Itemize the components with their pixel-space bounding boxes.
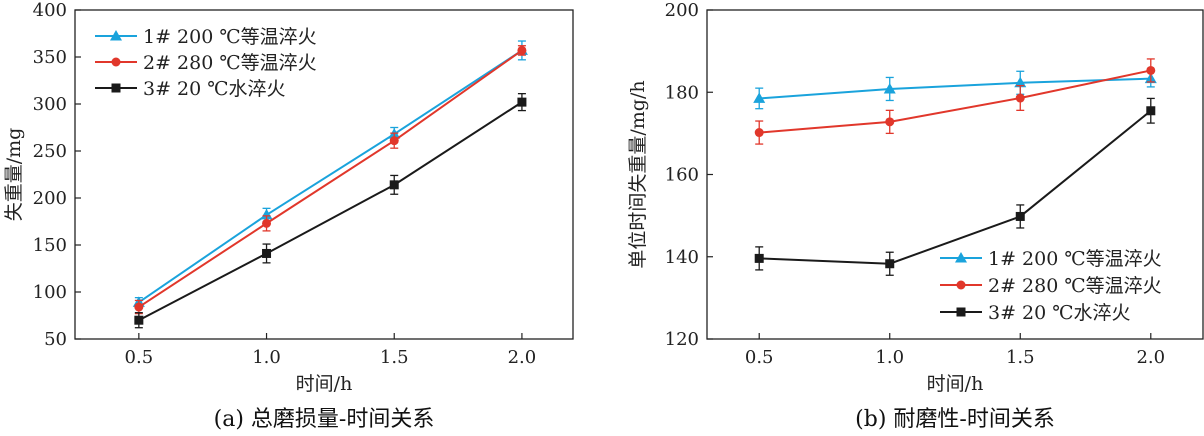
data-point <box>262 218 272 228</box>
data-point <box>1015 211 1025 221</box>
legend-label: 1# 200 ℃等温淬火 <box>988 248 1162 270</box>
data-point <box>389 180 399 190</box>
x-tick-label: 2.0 <box>508 347 537 368</box>
y-tick-label: 200 <box>665 0 699 21</box>
series-2 <box>754 58 1156 145</box>
data-point <box>753 92 766 103</box>
series-2 <box>134 45 527 315</box>
series-line <box>759 77 1151 100</box>
chart-panel-b: 120 140 160 180 200 0.5 1.0 1.5 2.0 时间/h 单位时间失重量/m… <box>627 0 1204 432</box>
data-point <box>260 208 273 220</box>
y-tick-label: 180 <box>665 82 699 103</box>
y-tick-label: 150 <box>33 235 67 256</box>
series-line <box>759 69 1151 134</box>
legend-label: 2# 280 ℃等温淬火 <box>988 275 1162 297</box>
legend: 1# 200 ℃等温淬火 2# 280 ℃等温淬火 3# 20 ℃水淬火 <box>95 26 317 100</box>
series-3 <box>754 97 1156 276</box>
data-point <box>885 117 895 127</box>
series-line <box>138 49 523 308</box>
y-tick-label: 140 <box>665 247 699 268</box>
x-tick-label: 2.0 <box>1136 347 1165 368</box>
x-axis-title: 时间/h <box>927 373 984 395</box>
series-line <box>138 101 523 322</box>
y-tick-label: 50 <box>44 329 67 350</box>
x-tick-label: 1.5 <box>1006 347 1035 368</box>
x-tick-label: 0.5 <box>125 347 154 368</box>
x-tick-label: 0.5 <box>745 347 774 368</box>
y-axis-title: 失重量/mg <box>3 128 25 222</box>
series-line <box>759 109 1152 265</box>
legend-marker <box>110 30 122 41</box>
data-point <box>517 45 527 55</box>
x-tick-label: 1.0 <box>252 347 281 368</box>
legend-marker <box>111 57 121 67</box>
data-point <box>883 82 896 94</box>
series-3 <box>134 93 527 329</box>
x-tick-label: 1.5 <box>380 347 409 368</box>
data-point <box>754 253 764 263</box>
series-line <box>138 49 523 304</box>
data-point <box>389 136 399 146</box>
x-axis-title: 时间/h <box>296 373 353 395</box>
data-point <box>885 259 895 269</box>
data-point <box>517 97 527 107</box>
y-tick-label: 400 <box>33 0 67 21</box>
x-tick-label: 1.0 <box>875 347 904 368</box>
legend-marker <box>111 83 121 93</box>
data-point <box>262 248 272 258</box>
y-tick-label: 350 <box>33 47 67 68</box>
chart-caption: (a) 总磨损量-时间关系 <box>214 407 435 432</box>
y-tick-label: 120 <box>665 329 699 350</box>
legend-marker <box>955 252 967 263</box>
legend-label: 1# 200 ℃等温淬火 <box>143 26 317 48</box>
legend-label: 3# 20 ℃水淬火 <box>988 302 1131 324</box>
y-tick-label: 250 <box>33 141 67 162</box>
legend-label: 2# 280 ℃等温淬火 <box>143 52 317 74</box>
y-tick-label: 100 <box>33 282 67 303</box>
data-point <box>1146 65 1156 75</box>
legend-marker <box>956 280 966 290</box>
data-point <box>1015 93 1025 103</box>
y-tick-label: 160 <box>665 165 699 186</box>
y-tick-label: 200 <box>33 188 67 209</box>
legend-marker <box>956 307 966 317</box>
data-point <box>134 302 144 312</box>
legend: 1# 200 ℃等温淬火 2# 280 ℃等温淬火 3# 20 ℃水淬火 <box>940 248 1162 324</box>
y-axis-title: 单位时间失重量/mg/h <box>627 80 649 268</box>
data-point <box>134 315 144 325</box>
plot-frame <box>74 9 574 340</box>
data-point <box>754 128 764 138</box>
data-point <box>1146 106 1156 116</box>
chart-caption: (b) 耐磨性-时间关系 <box>855 407 1055 432</box>
legend-label: 3# 20 ℃水淬火 <box>143 78 286 100</box>
chart-panel-a: 50 100 150 200 250 300 350 400 0.5 1.0 1.5 2.0 时间/h 失… <box>3 0 574 432</box>
y-tick-label: 300 <box>33 94 67 115</box>
series-1 <box>753 69 1157 110</box>
data-point <box>1014 76 1027 88</box>
